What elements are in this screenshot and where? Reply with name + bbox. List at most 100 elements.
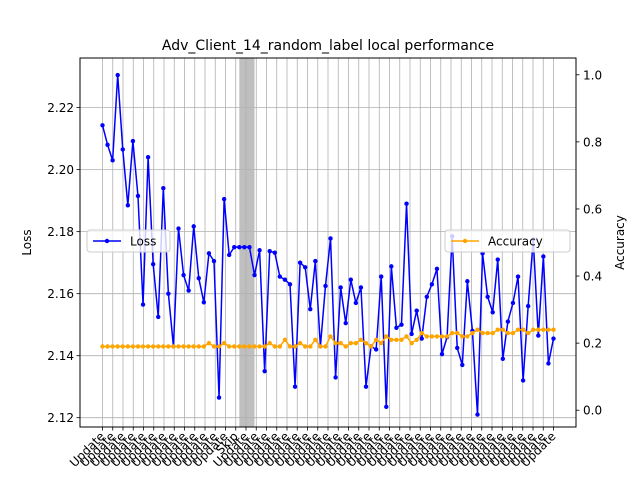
- loss-point: [191, 224, 196, 229]
- loss-point: [140, 302, 146, 307]
- legend-accuracy-label: Accuracy: [488, 235, 543, 249]
- accuracy-point: [495, 327, 500, 332]
- loss-point: [475, 412, 480, 417]
- accuracy-point: [201, 344, 207, 349]
- accuracy-point: [282, 337, 288, 342]
- accuracy-point: [373, 337, 379, 342]
- left-tick-label: 2.20: [47, 163, 74, 177]
- loss-point: [120, 147, 125, 152]
- loss-point: [252, 272, 257, 278]
- accuracy-point: [444, 334, 450, 339]
- accuracy-point: [434, 334, 440, 339]
- loss-point: [439, 351, 445, 357]
- loss-point: [510, 300, 516, 306]
- accuracy-point: [338, 340, 343, 346]
- loss-point: [100, 123, 105, 128]
- loss-point: [520, 378, 526, 383]
- accuracy-point: [546, 327, 551, 332]
- accuracy-point: [384, 334, 389, 339]
- loss-point: [145, 155, 151, 160]
- loss-point: [338, 285, 343, 290]
- loss-point: [373, 347, 379, 352]
- accuracy-point: [242, 344, 247, 349]
- loss-point: [414, 308, 419, 313]
- accuracy-point: [232, 344, 237, 349]
- accuracy-point: [353, 340, 359, 346]
- loss-point: [272, 250, 277, 255]
- skip-region: [239, 58, 255, 427]
- accuracy-point: [171, 344, 176, 349]
- loss-point: [379, 274, 384, 279]
- accuracy-point: [409, 340, 414, 346]
- accuracy-point: [490, 330, 495, 336]
- loss-point: [135, 193, 141, 199]
- accuracy-point: [419, 330, 424, 336]
- loss-point: [110, 158, 115, 163]
- loss-point: [399, 322, 404, 327]
- accuracy-point: [328, 334, 333, 339]
- loss-point: [201, 300, 207, 305]
- accuracy-point: [186, 344, 191, 349]
- loss-point: [105, 142, 110, 148]
- loss-point: [490, 310, 495, 315]
- accuracy-point: [120, 344, 125, 349]
- accuracy-point: [226, 344, 232, 349]
- accuracy-point: [480, 330, 485, 336]
- accuracy-point: [257, 344, 262, 349]
- left-tick-label: 2.12: [47, 411, 74, 425]
- loss-point: [500, 356, 506, 361]
- loss-point: [150, 262, 156, 267]
- loss-point: [125, 203, 131, 208]
- loss-point: [485, 294, 490, 299]
- loss-point: [176, 226, 181, 231]
- left-axis-ticks: 2.12 2.14 2.16 2.18 2.20 2.22: [47, 101, 80, 425]
- accuracy-point: [252, 344, 257, 349]
- accuracy-point: [343, 344, 348, 349]
- legend-accuracy-marker: [462, 238, 468, 244]
- loss-point: [196, 275, 201, 281]
- loss-line: [101, 74, 555, 416]
- loss-point: [434, 266, 440, 272]
- loss-point: [267, 248, 272, 254]
- accuracy-point: [297, 340, 303, 346]
- loss-point: [424, 294, 430, 299]
- loss-point: [343, 320, 348, 326]
- loss-point: [161, 186, 166, 191]
- legend-loss: Loss: [86, 229, 171, 253]
- loss-point: [115, 72, 120, 78]
- loss-point: [348, 277, 354, 282]
- right-axis-ticks: 0.0 0.2 0.4 0.6 0.8 1.0: [576, 68, 602, 418]
- loss-point: [536, 333, 541, 338]
- accuracy-series: [100, 327, 556, 349]
- accuracy-point: [379, 340, 384, 346]
- accuracy-point: [404, 334, 409, 339]
- accuracy-point: [150, 344, 156, 349]
- accuracy-point: [394, 337, 399, 342]
- loss-point: [404, 201, 409, 206]
- loss-point: [302, 265, 308, 270]
- right-tick-label: 0.0: [583, 404, 602, 418]
- loss-point: [465, 279, 470, 284]
- left-tick-label: 2.14: [47, 349, 74, 363]
- accuracy-point: [536, 327, 541, 332]
- accuracy-point: [520, 327, 526, 332]
- loss-point: [211, 258, 217, 264]
- accuracy-point: [206, 340, 212, 346]
- loss-point: [363, 384, 369, 389]
- loss-point: [505, 319, 511, 324]
- accuracy-point: [237, 344, 242, 349]
- accuracy-point: [216, 344, 222, 349]
- accuracy-point: [191, 344, 196, 349]
- accuracy-point: [363, 340, 369, 346]
- accuracy-point: [272, 344, 277, 349]
- loss-point: [242, 244, 247, 250]
- loss-point: [394, 325, 399, 330]
- accuracy-point: [399, 337, 404, 342]
- accuracy-point: [221, 340, 227, 346]
- loss-point: [358, 285, 364, 290]
- loss-point: [455, 345, 460, 351]
- loss-point: [297, 260, 303, 265]
- loss-point: [515, 274, 521, 279]
- loss-point: [282, 277, 288, 282]
